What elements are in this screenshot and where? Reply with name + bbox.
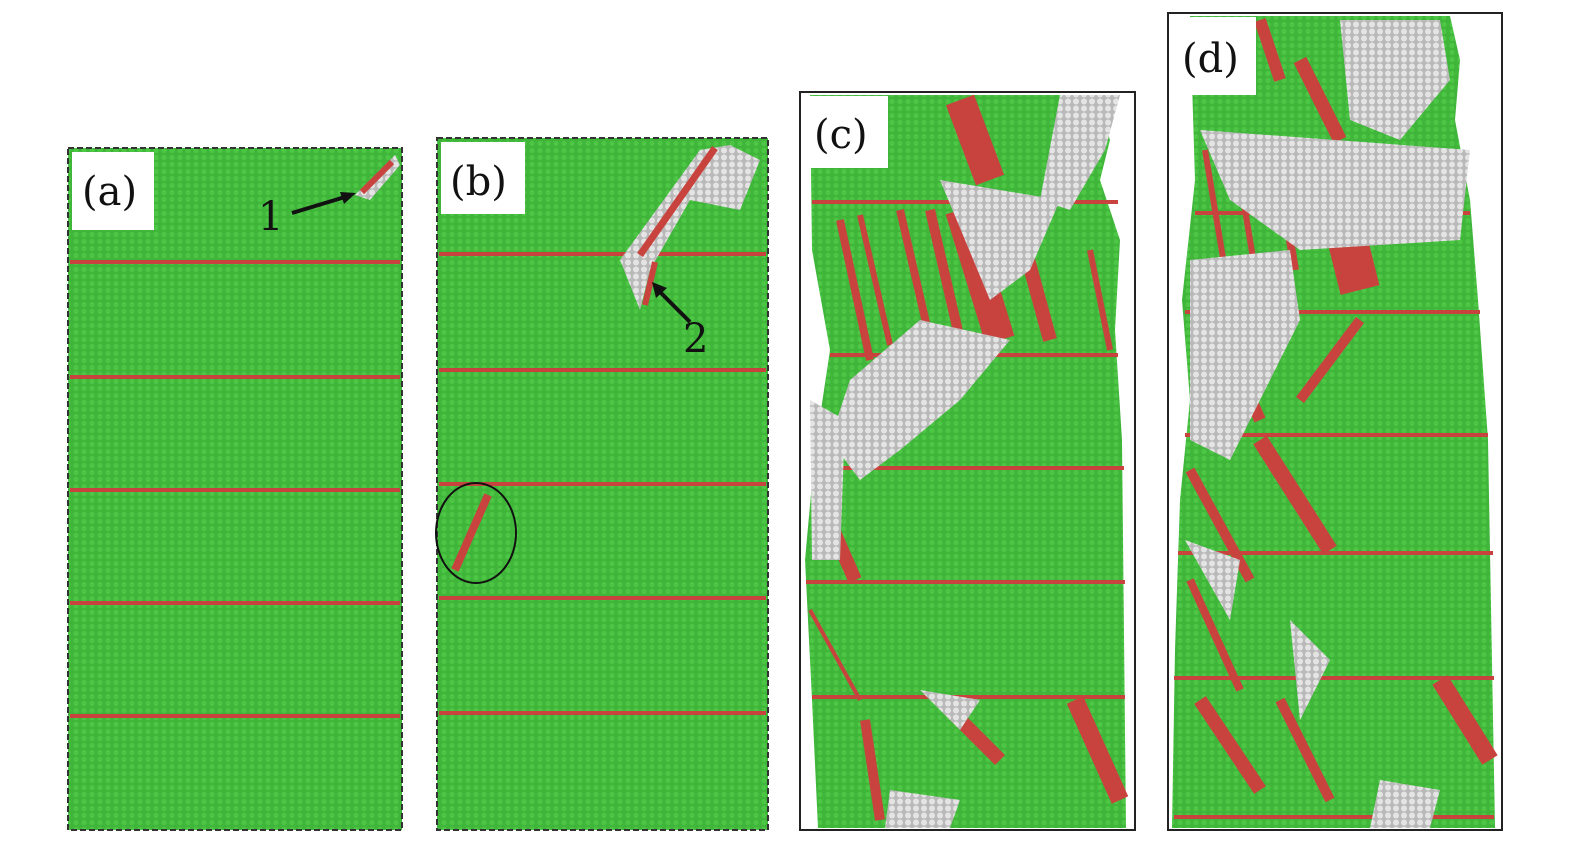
defect [620,145,760,310]
defects [1185,20,1470,828]
panel-c: (c) [799,91,1136,831]
panel-label: (b) [450,159,507,205]
label-box [441,142,525,214]
panel-label: (c) [814,112,868,158]
annotation: 2 [683,316,708,362]
panel-label: (a) [82,169,137,215]
panel-label: (d) [1182,36,1239,82]
panel-d: (d) [1167,12,1503,831]
defects [810,95,1120,828]
panel-b: (b) 2 [435,137,769,831]
panel-a: (a) 1 [67,147,403,831]
stacking-faults [70,260,400,718]
label-box [804,96,888,168]
label-box [72,152,154,230]
label-box [1172,17,1256,95]
atom-block [805,95,1126,828]
annotation: 1 [258,194,283,240]
stacking-faults [439,252,766,715]
